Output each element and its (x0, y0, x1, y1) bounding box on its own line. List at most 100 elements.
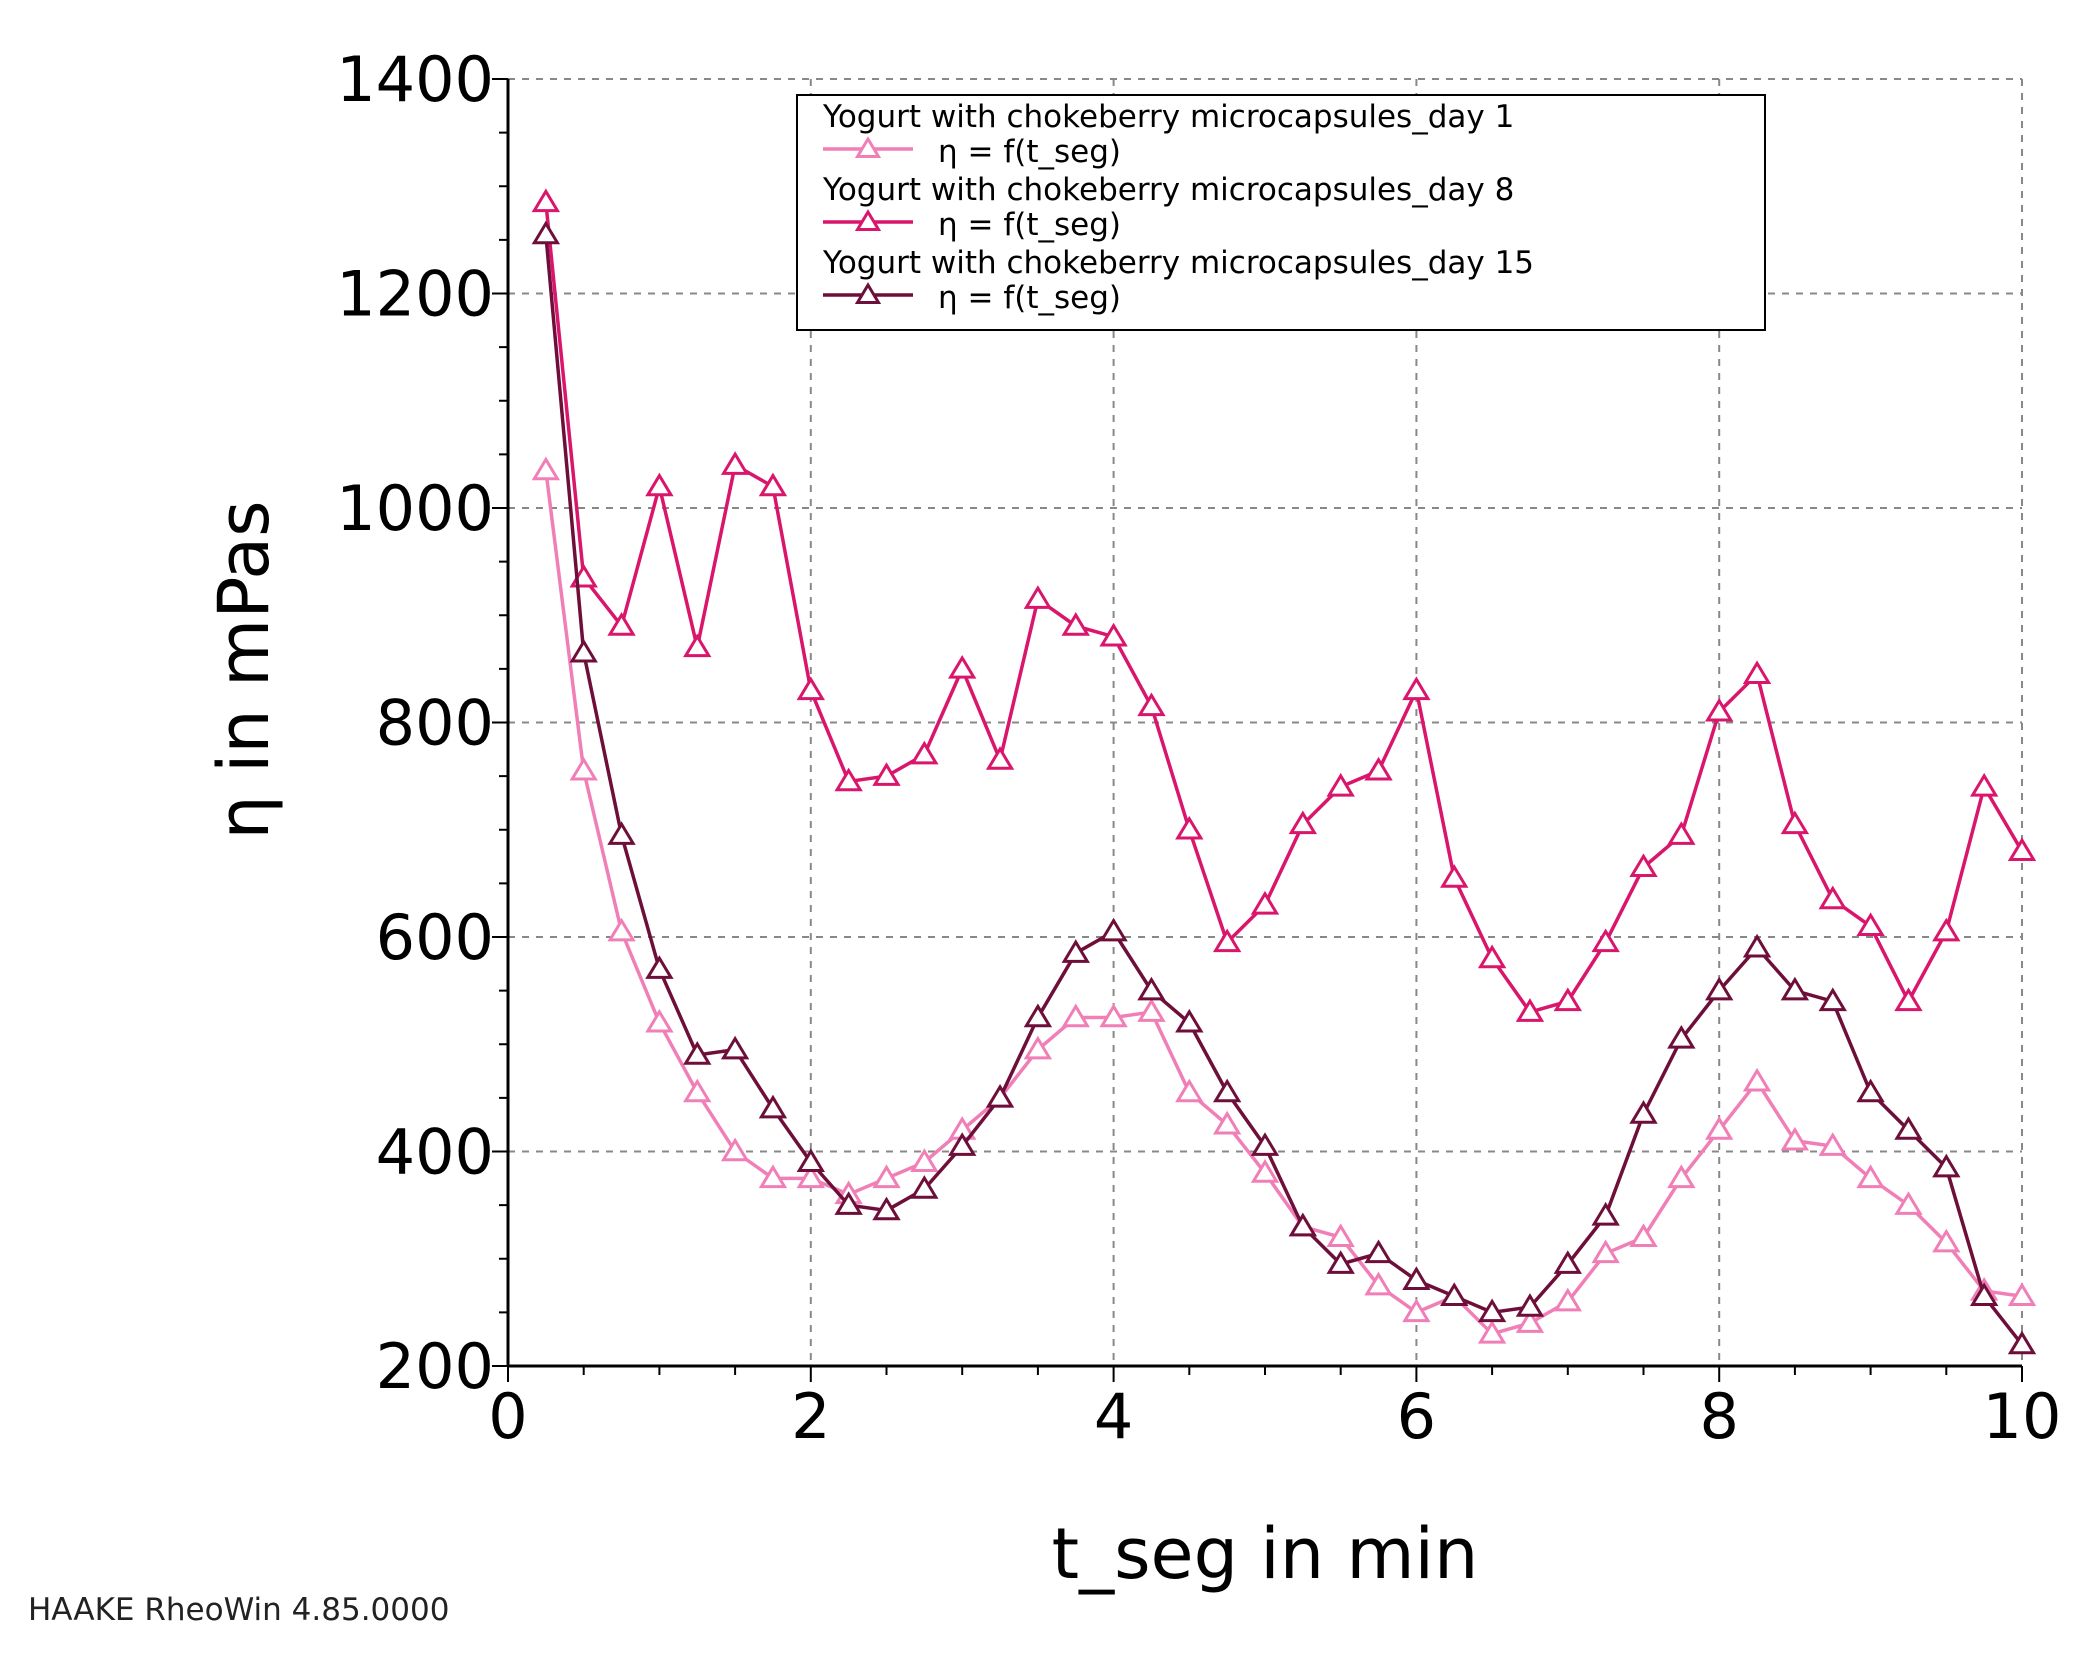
data-point (1326, 1250, 1355, 1274)
data-point (796, 1164, 825, 1189)
data-point (531, 188, 561, 213)
legend-series-label: η = f(t_seg) (938, 134, 1121, 170)
x-tick-label: 10 (1983, 1380, 2062, 1453)
data-point (1364, 756, 1393, 781)
y-tick-label: 600 (376, 901, 494, 974)
legend: Yogurt with chokeberry microcapsules_day… (796, 94, 1766, 331)
data-point (1440, 1282, 1469, 1307)
data-point (1061, 939, 1090, 963)
y-tick-label: 1400 (336, 43, 494, 116)
data-point (1705, 976, 1734, 1001)
data-point (1856, 1164, 1885, 1189)
data-point (1705, 1116, 1734, 1140)
data-point (607, 612, 636, 636)
data-point (1969, 1282, 1999, 1307)
data-point (2007, 1282, 2037, 1307)
data-point (1402, 676, 1431, 701)
data-point (758, 1164, 788, 1189)
data-point (1250, 1159, 1280, 1183)
data-point (1818, 1132, 1847, 1156)
data-point (1629, 853, 1658, 878)
y-tick-label: 400 (376, 1116, 494, 1189)
data-point (2007, 837, 2037, 861)
data-point (1137, 692, 1166, 717)
series-2 (531, 188, 2037, 1022)
data-point (1742, 1067, 1772, 1092)
y-tick-label: 1000 (336, 472, 494, 545)
data-point (1818, 885, 1847, 910)
data-point (683, 1078, 712, 1103)
data-point (1667, 1024, 1696, 1049)
data-point (683, 1041, 712, 1065)
data-point (1099, 1003, 1128, 1028)
data-point (1856, 912, 1885, 937)
data-point (1099, 917, 1128, 942)
data-point (607, 917, 636, 942)
data-point (1553, 1287, 1582, 1312)
data-point (2007, 1330, 2037, 1355)
data-point (720, 451, 750, 475)
data-point (531, 220, 561, 245)
legend-series-label: η = f(t_seg) (938, 207, 1121, 243)
data-point (1705, 697, 1734, 722)
data-point (1288, 1212, 1318, 1237)
data-point (1402, 1298, 1431, 1323)
data-point (872, 1196, 901, 1221)
x-tick-label: 8 (1699, 1380, 1738, 1453)
data-point (1023, 585, 1053, 609)
data-point (910, 740, 939, 765)
legend-marker (854, 136, 882, 158)
data-point (910, 1175, 939, 1199)
data-point (834, 1191, 863, 1215)
data-point (1780, 1126, 1810, 1151)
data-point (1591, 928, 1620, 953)
data-point (1061, 612, 1090, 636)
axes (492, 78, 2023, 1382)
legend-series-name: Yogurt with chokeberry microcapsules_day… (822, 99, 1514, 135)
y-tick-label: 200 (376, 1330, 494, 1403)
data-point (607, 821, 636, 845)
legend-series-name: Yogurt with chokeberry microcapsules_day… (822, 172, 1514, 208)
data-point (1856, 1078, 1885, 1103)
series-line (544, 470, 2023, 1336)
data-point (1137, 998, 1166, 1022)
data-point (1477, 944, 1507, 969)
data-point (985, 746, 1015, 770)
data-point (1364, 1271, 1393, 1296)
data-point (1742, 933, 1772, 958)
series-3 (531, 220, 2037, 1355)
data-point (1591, 1201, 1620, 1226)
x-tick-label: 0 (488, 1380, 527, 1453)
data-point (1175, 1008, 1204, 1033)
y-tick-label: 1200 (336, 258, 494, 331)
data-point (1667, 821, 1696, 845)
legend-series-label: η = f(t_seg) (938, 280, 1121, 316)
data-point (720, 1137, 750, 1162)
legend-marker (854, 209, 882, 231)
data-point (1894, 987, 1923, 1012)
data-point (1175, 1078, 1204, 1103)
data-point (531, 456, 561, 481)
x-tick-label: 4 (1094, 1380, 1133, 1453)
data-point (1780, 976, 1810, 1001)
data-point (1212, 1078, 1242, 1103)
data-point (1250, 890, 1280, 915)
data-point (796, 676, 825, 701)
legend-box (796, 94, 1766, 331)
data-point (720, 1035, 750, 1060)
series-layer (531, 188, 2037, 1355)
data-point (1515, 1293, 1545, 1317)
data-point (1061, 1003, 1090, 1028)
data-point (1553, 987, 1582, 1012)
data-point (1591, 1239, 1620, 1264)
data-point (1326, 772, 1355, 797)
data-point (1629, 1100, 1658, 1124)
data-point (834, 767, 863, 792)
data-point (1212, 928, 1242, 953)
data-point (1515, 1309, 1545, 1333)
x-tick-label: 6 (1397, 1380, 1436, 1453)
y-tick-label: 800 (376, 687, 494, 760)
data-point (1932, 1153, 1961, 1178)
data-point (758, 1094, 788, 1119)
